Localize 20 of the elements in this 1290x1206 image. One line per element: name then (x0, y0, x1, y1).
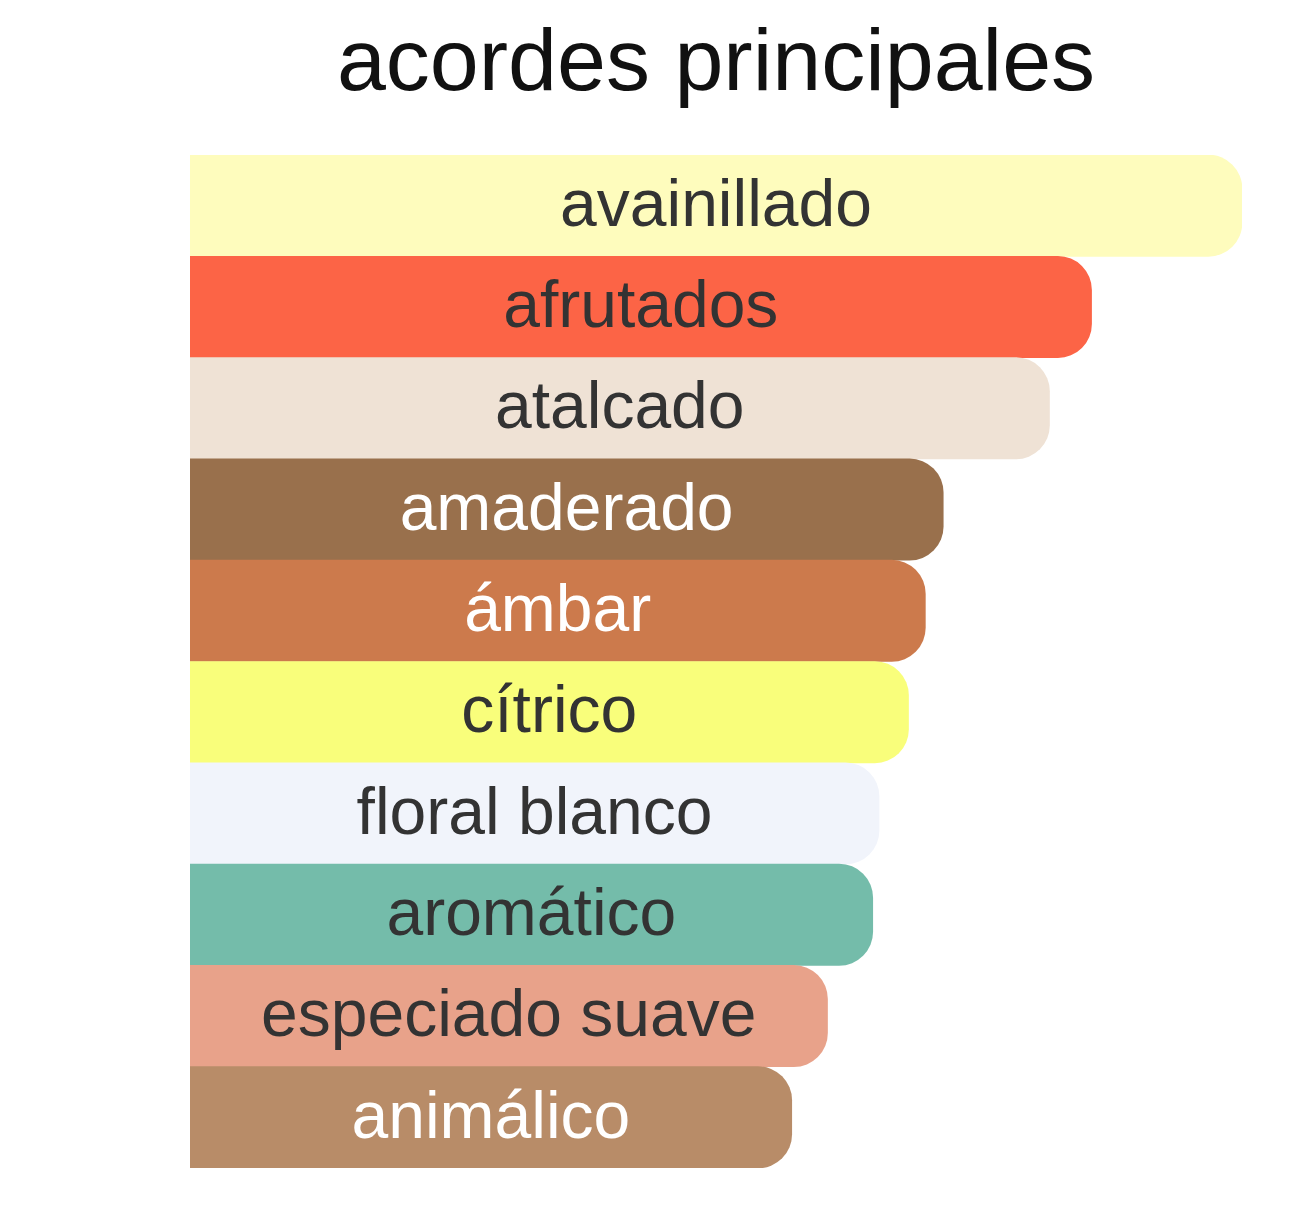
bar (190, 155, 1242, 257)
bar (190, 1066, 793, 1168)
bar (190, 762, 880, 865)
y-tick-label: ámbar (464, 571, 652, 646)
bar (190, 863, 874, 966)
y-tick-label: animálico (351, 1077, 631, 1152)
bar (190, 458, 944, 561)
bar (190, 559, 926, 662)
y-tick-label: especiado suave (261, 976, 757, 1051)
bar (190, 255, 1092, 358)
y-tick-label: avainillado (560, 165, 872, 240)
y-tick-label: cítrico (461, 672, 638, 747)
y-tick-label: atalcado (494, 368, 745, 443)
bar (190, 357, 1050, 460)
bar (190, 661, 909, 764)
y-tick-label: amaderado (399, 469, 734, 544)
y-tick-label: aromático (386, 874, 677, 949)
chart-title: acordes principales (336, 10, 1096, 110)
y-tick-label: afrutados (503, 267, 779, 342)
y-tick-label: floral blanco (356, 773, 713, 848)
